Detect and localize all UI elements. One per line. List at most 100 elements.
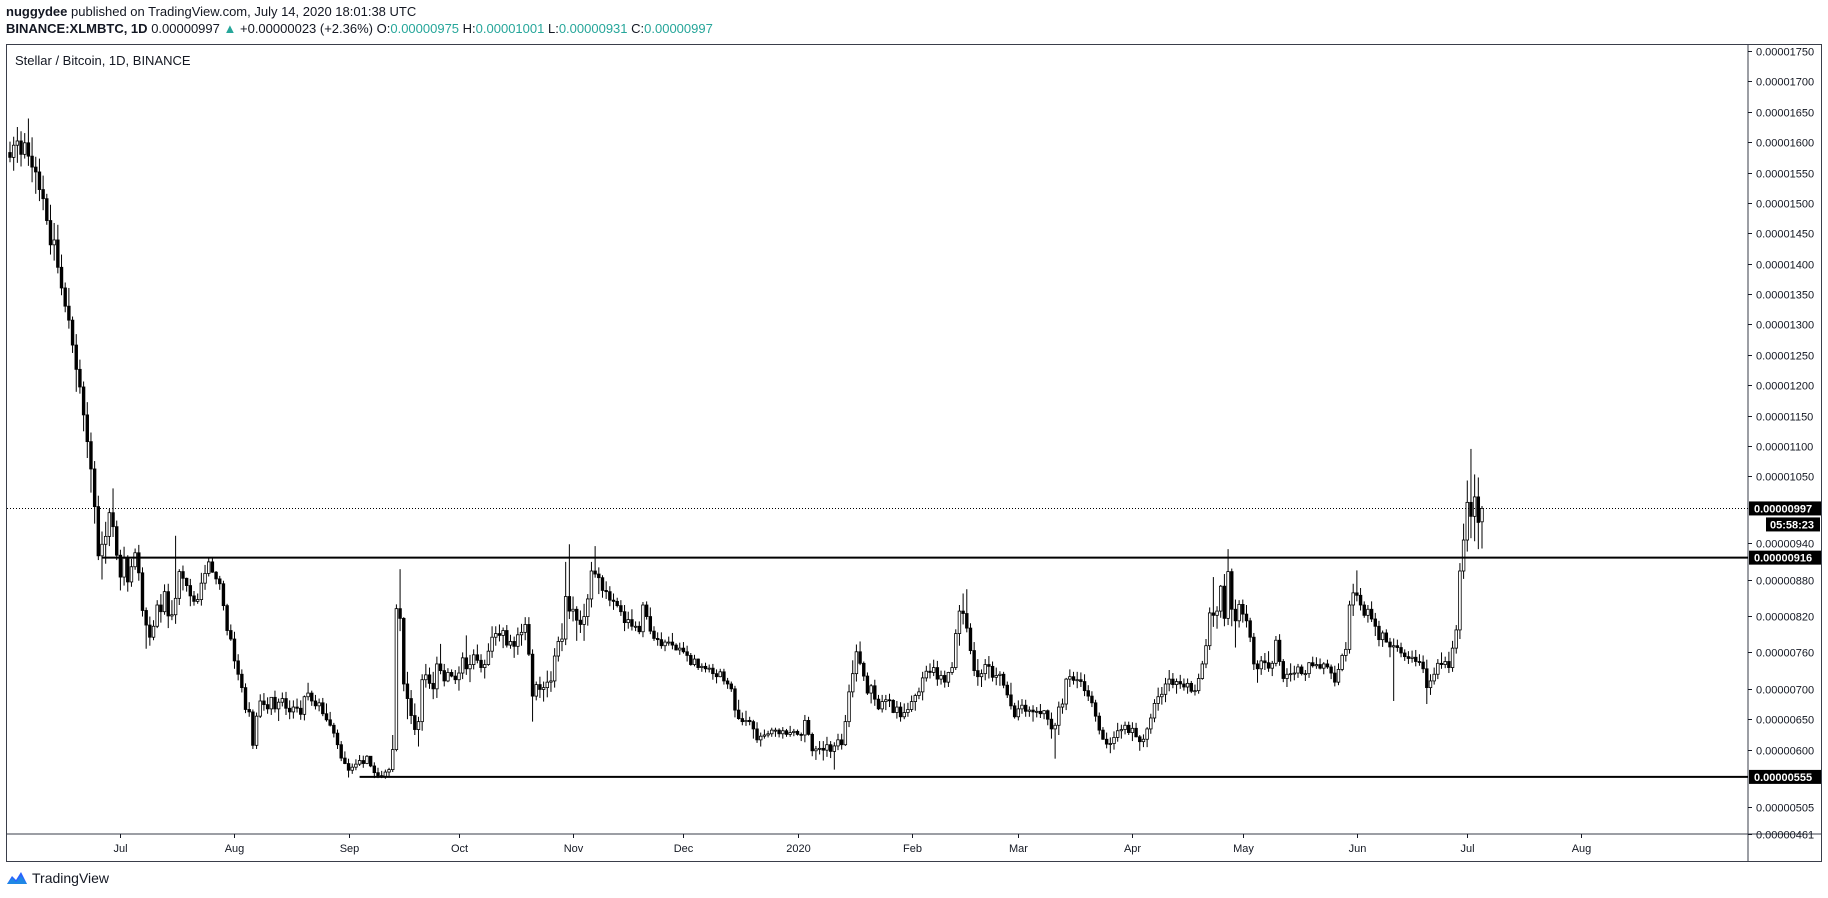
candle-down [1134,727,1138,738]
candle-down [361,760,365,764]
candle-down [85,414,89,443]
candle-up [1149,717,1153,730]
candle-down [512,641,516,647]
pane-title: Stellar / Bitcoin, 1D, BINANCE [15,53,191,68]
candle-down [1399,647,1403,654]
price-tick-label: 0.00001550 [1756,169,1814,181]
level-price-tag [1749,550,1821,565]
candle-up [1112,737,1116,744]
candle-down [1178,681,1182,685]
price-tick-label: 0.00001750 [1756,47,1814,59]
candle-up [1196,678,1201,692]
candle-up [460,657,465,674]
candle-down [1369,608,1374,620]
candle-up [523,624,527,633]
candle-up [107,512,112,537]
candle-down [1447,661,1451,668]
candle-down [1333,672,1337,683]
candle-down [453,675,457,681]
candle-up [1200,663,1205,679]
candle-down [578,619,583,625]
candle-up [1042,710,1046,715]
candle-up [258,700,262,717]
author-name[interactable]: nuggydee [6,4,68,19]
candle-down [243,687,248,710]
candle-up [770,729,774,735]
time-tick-label: 2020 [786,843,810,855]
candle-down [1046,710,1050,720]
last-price: 0.00000997 [151,21,220,36]
candle-down [965,613,969,629]
candle-up [420,679,424,723]
candle-up [843,721,848,746]
candle-up [1292,672,1297,675]
candle-up [306,692,310,698]
candle-down [711,667,715,675]
candle-up [1322,663,1326,669]
candle-up [1454,629,1458,649]
candle-down [427,674,432,684]
candle-up [1314,664,1319,667]
price-tick-label: 0.00001150 [1756,412,1813,424]
candle-down [608,591,612,601]
candle-down [449,672,454,677]
level-price-tag [1749,769,1821,784]
countdown-label: 05:58:23 [1770,519,1814,531]
candle-up [1391,645,1396,648]
candle-down [1001,673,1006,686]
candle-down [218,578,222,585]
candle-up [103,535,108,545]
price-tick-label: 0.00000940 [1756,539,1814,551]
candle-up [1156,696,1160,704]
candle-down [1281,661,1285,679]
candle-up [1274,639,1278,664]
chart-frame[interactable] [6,44,1822,862]
candle-down [232,638,237,662]
candle-up [869,685,873,694]
candle-down [1241,604,1245,615]
candle-down [862,662,866,677]
candle-up [494,633,498,638]
candle-up [931,667,936,673]
candle-down [839,739,844,746]
candle-up [541,687,546,690]
candle-down [1355,592,1359,596]
candle-down [398,608,402,619]
candle-down [1318,664,1322,669]
candle-down [751,721,756,730]
candle-down [527,624,531,655]
price-tick-label: 0.00000700 [1756,685,1814,697]
candle-up [1167,678,1171,685]
candle-up [122,557,126,578]
candle-down [655,638,660,641]
footer-brand[interactable]: TradingView [6,870,109,886]
candle-up [626,619,630,624]
candle-down [192,595,196,602]
candle-up [917,691,921,696]
candle-up [173,597,178,616]
price-tick-label: 0.00001350 [1756,290,1814,302]
low-key: L: [547,21,559,36]
candle-up [1480,508,1484,523]
time-tick-label: Apr [1124,843,1141,855]
candle-down [615,600,619,607]
candle-up [516,634,520,647]
candle-up [979,673,984,678]
candle-down [229,630,233,640]
candle-up [880,701,884,710]
candle-down [604,590,608,593]
candle-down [928,670,932,673]
candle-down [747,720,752,723]
candle-up [1432,673,1436,682]
candle-down [126,557,130,583]
candle-down [67,305,71,321]
candle-down [619,605,623,613]
candle-up [1020,704,1024,710]
candle-down [1244,613,1249,622]
candle-up [435,663,439,690]
candle-up [560,638,564,642]
candle-down [273,696,277,710]
candle-down [961,610,965,614]
candle-down [26,142,31,157]
